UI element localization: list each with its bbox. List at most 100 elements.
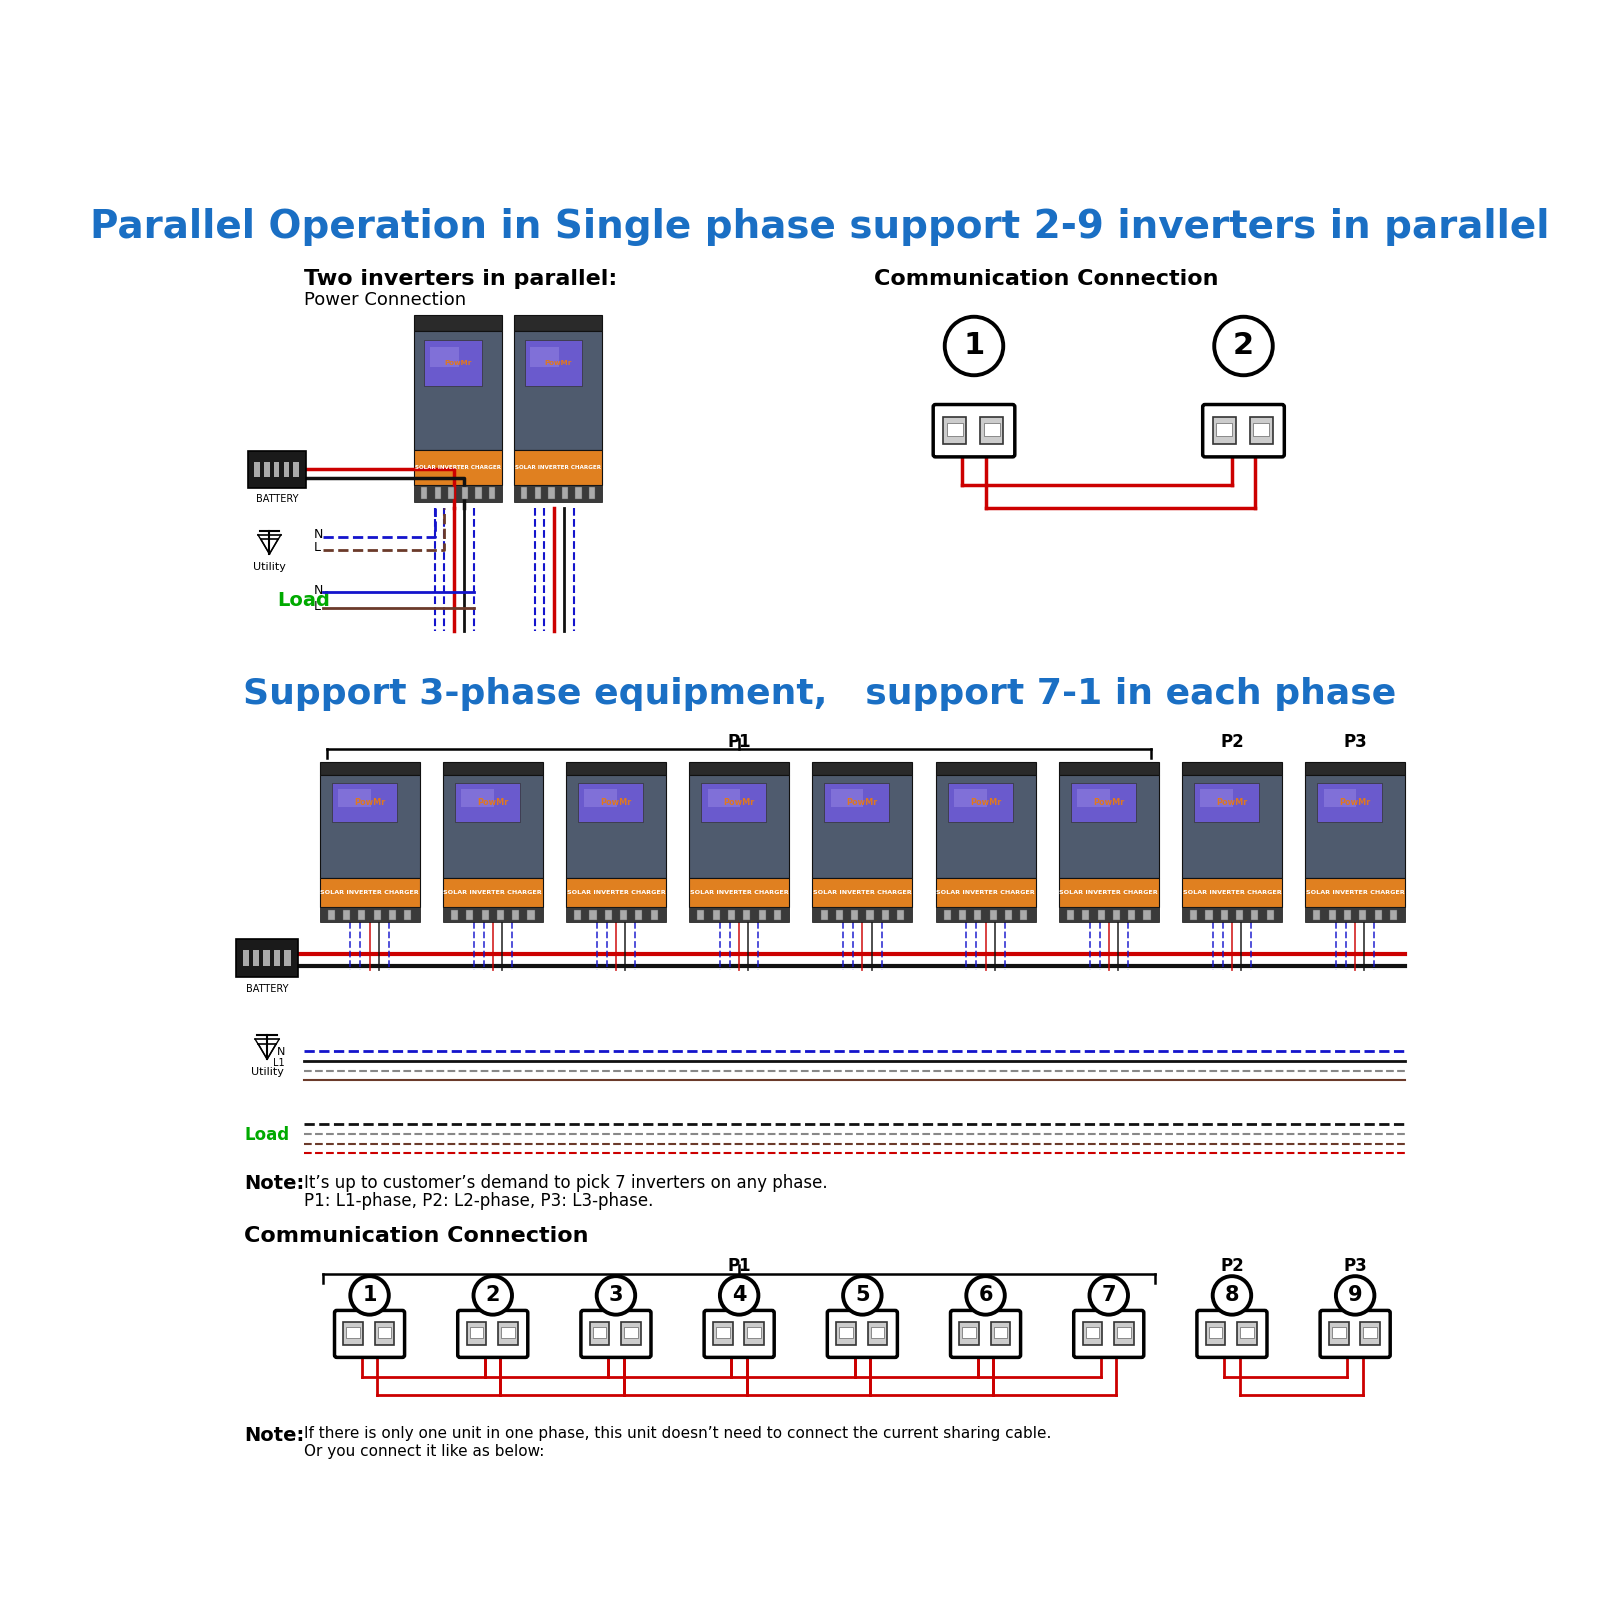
Bar	[274, 462, 280, 477]
Bar	[1344, 910, 1350, 920]
Text: PowMr: PowMr	[723, 798, 755, 808]
Bar	[830, 789, 864, 806]
Bar	[1059, 878, 1158, 907]
Bar	[576, 486, 582, 499]
Bar	[1216, 422, 1232, 435]
Text: Power Connection: Power Connection	[304, 291, 466, 309]
Bar	[1083, 1322, 1102, 1346]
Text: SOLAR INVERTER CHARGER: SOLAR INVERTER CHARGER	[443, 890, 542, 894]
Bar	[264, 462, 270, 477]
Bar	[421, 486, 427, 499]
Bar	[944, 418, 966, 443]
Bar	[947, 784, 1013, 822]
FancyBboxPatch shape	[581, 1310, 651, 1357]
Bar	[254, 462, 259, 477]
Bar	[320, 907, 419, 922]
Bar	[1363, 1326, 1378, 1338]
Bar	[947, 422, 963, 435]
Text: PowMr: PowMr	[477, 798, 509, 808]
Bar	[475, 486, 482, 499]
Bar	[1077, 789, 1110, 806]
Bar	[960, 1322, 979, 1346]
Bar	[944, 910, 950, 920]
Bar	[1128, 910, 1136, 920]
Bar	[1253, 422, 1269, 435]
Bar	[813, 907, 912, 922]
Text: PowMr: PowMr	[846, 798, 878, 808]
Bar	[1021, 910, 1027, 920]
Text: Load: Load	[277, 590, 330, 610]
Bar	[838, 1326, 853, 1338]
Bar	[592, 1326, 606, 1338]
Bar	[1221, 910, 1227, 920]
Bar	[344, 1322, 363, 1346]
Text: PowMr: PowMr	[354, 798, 386, 808]
Bar	[1267, 910, 1274, 920]
Bar	[237, 939, 298, 978]
Bar	[1306, 774, 1405, 878]
Text: Utility: Utility	[253, 562, 286, 571]
Bar	[1390, 910, 1397, 920]
Bar	[448, 486, 454, 499]
Bar	[621, 910, 627, 920]
Bar	[958, 910, 966, 920]
FancyBboxPatch shape	[1320, 1310, 1390, 1357]
Bar	[1182, 762, 1282, 774]
Bar	[430, 347, 459, 368]
Text: SOLAR INVERTER CHARGER: SOLAR INVERTER CHARGER	[515, 464, 602, 470]
Bar	[338, 789, 371, 806]
Bar	[962, 1326, 976, 1338]
Bar	[1182, 907, 1282, 922]
Bar	[512, 910, 520, 920]
Circle shape	[944, 317, 1003, 376]
FancyBboxPatch shape	[334, 1310, 405, 1357]
Bar	[758, 910, 766, 920]
Bar	[414, 450, 502, 485]
Bar	[821, 910, 827, 920]
Bar	[414, 331, 502, 450]
Bar	[1374, 910, 1382, 920]
Text: 3: 3	[608, 1285, 624, 1306]
Bar	[1114, 910, 1120, 920]
Bar	[320, 878, 419, 907]
Bar	[528, 910, 534, 920]
Bar	[744, 910, 750, 920]
Bar	[466, 910, 474, 920]
Bar	[243, 950, 248, 966]
Bar	[501, 1326, 515, 1338]
Text: PowMr: PowMr	[600, 798, 632, 808]
Text: PowMr: PowMr	[1339, 798, 1371, 808]
Bar	[414, 485, 502, 502]
Bar	[525, 341, 582, 386]
Text: PowMr: PowMr	[445, 360, 472, 366]
Text: Utility: Utility	[251, 1067, 283, 1077]
Bar	[514, 315, 603, 331]
Bar	[358, 910, 365, 920]
Bar	[774, 910, 781, 920]
Text: Communication Connection: Communication Connection	[245, 1226, 589, 1246]
Text: 9: 9	[1347, 1285, 1363, 1306]
Bar	[566, 762, 666, 774]
Bar	[605, 910, 611, 920]
Bar	[1306, 878, 1405, 907]
Bar	[990, 910, 997, 920]
Bar	[590, 1322, 610, 1346]
Bar	[574, 910, 581, 920]
Circle shape	[1213, 1277, 1251, 1315]
Bar	[1331, 1326, 1346, 1338]
Bar	[285, 950, 291, 966]
Bar	[274, 950, 280, 966]
Text: PowMr: PowMr	[1216, 798, 1248, 808]
Bar	[584, 789, 618, 806]
Bar	[467, 1322, 486, 1346]
Circle shape	[720, 1277, 758, 1315]
Bar	[1306, 907, 1405, 922]
Text: SOLAR INVERTER CHARGER: SOLAR INVERTER CHARGER	[320, 890, 419, 894]
Bar	[690, 907, 789, 922]
FancyBboxPatch shape	[1197, 1310, 1267, 1357]
Text: Load: Load	[245, 1126, 290, 1144]
Bar	[1360, 1322, 1381, 1346]
Bar	[690, 774, 789, 878]
Bar	[936, 907, 1035, 922]
Bar	[835, 910, 843, 920]
